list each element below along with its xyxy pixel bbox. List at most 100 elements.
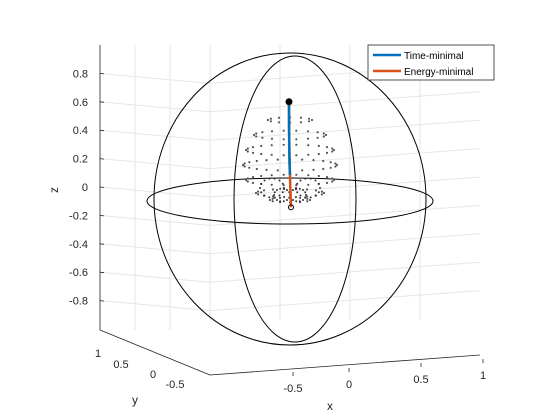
loop-dot <box>295 200 298 203</box>
trajectory-dot <box>270 174 273 177</box>
trajectory-dot <box>325 146 329 149</box>
trajectory-dot <box>299 116 303 119</box>
y-tick-label: 0.5 <box>113 359 128 371</box>
trajectory-dot <box>308 117 311 120</box>
y-tick-labels: 1 0.5 0 -0.5 <box>95 348 185 391</box>
trajectory-dot <box>244 178 248 182</box>
z-tick-mark <box>99 271 105 274</box>
trajectory-dot <box>269 117 272 120</box>
trajectory-dot <box>307 153 310 156</box>
trajectory-dot <box>271 200 274 203</box>
trajectory-dot <box>270 137 274 140</box>
z-tick-mark <box>99 215 105 217</box>
grid-line-z-left <box>99 129 211 141</box>
x-tick-label: 1 <box>480 370 486 382</box>
trajectory-dot <box>268 198 272 202</box>
grid-line-z-back <box>209 204 481 226</box>
z-tick-mark <box>99 129 105 132</box>
trajectory-dot <box>265 159 268 162</box>
z-tick-label: -0.8 <box>69 296 88 308</box>
trajectory-dot <box>295 138 298 141</box>
loop-dot <box>273 177 276 180</box>
trajectory-dot <box>266 118 270 122</box>
trajectory-dot <box>270 153 273 156</box>
z-tick-mark <box>99 101 105 103</box>
trajectory-dot <box>316 136 319 139</box>
loop-dot <box>276 199 278 201</box>
y-axis-line <box>99 329 211 376</box>
legend-label-energy: Energy-minimal <box>404 67 473 78</box>
grid-line-z-left <box>99 271 211 283</box>
loop-dot <box>281 191 284 194</box>
trajectory-dot <box>282 129 285 132</box>
loop-dot <box>260 182 263 185</box>
trajectory-dot <box>276 158 279 161</box>
trajectory-dot <box>295 173 298 176</box>
grid-line-z-back <box>209 261 481 283</box>
loop-dot <box>317 191 320 194</box>
time-minimal-path <box>287 101 292 176</box>
loop-dot <box>314 179 317 182</box>
trajectory-dot <box>255 132 258 135</box>
trajectory-dot <box>251 181 255 184</box>
trajectory-dot <box>257 193 260 196</box>
trajectory-dot <box>246 177 249 180</box>
trajectory-dot <box>282 154 285 157</box>
trajectory-dot <box>255 167 258 171</box>
trajectory-dot <box>298 196 302 199</box>
loop-dot <box>263 179 266 182</box>
end-point <box>288 204 294 211</box>
loop-dot <box>296 191 299 194</box>
trajectory-dot <box>329 161 332 164</box>
trajectory-dot <box>331 150 334 153</box>
trajectory-dot <box>261 136 264 139</box>
loop-dot <box>309 177 312 180</box>
x-tick-label: -0.5 <box>284 383 303 395</box>
trajectory-dot <box>243 162 246 165</box>
loop-dot <box>296 182 299 185</box>
grid-line-z-back <box>209 176 481 198</box>
trajectory-dot <box>331 177 334 180</box>
z-tick-mark <box>99 73 105 75</box>
loop-dot <box>304 196 307 199</box>
trajectory-dot <box>295 129 298 132</box>
trajectory-dot <box>332 178 336 182</box>
loop-dot <box>260 191 263 194</box>
trajectory-dot <box>271 188 275 191</box>
trajectory-dot <box>307 144 310 147</box>
x-axis-label: x <box>327 399 333 413</box>
trajectory-dot <box>251 151 255 154</box>
legend: Time-minimal Energy-minimal <box>367 44 495 81</box>
loop-dot <box>286 189 288 191</box>
x-tick-labels: -0.5 0 0.5 1 <box>284 370 487 395</box>
grid-line-z-back <box>209 233 481 255</box>
loop-dot <box>305 194 307 196</box>
trajectory-dot <box>310 118 314 122</box>
trajectory-dot <box>276 169 279 172</box>
z-axis-label: z <box>47 187 61 193</box>
trajectory-curves <box>285 98 294 211</box>
grid-line-z-left <box>99 186 211 198</box>
trajectory-dot <box>331 180 334 183</box>
loop-dot <box>302 189 304 191</box>
loop-dot <box>263 194 266 197</box>
legend-label-time: Time-minimal <box>404 51 464 62</box>
trajectory-dot <box>254 191 258 195</box>
z-tick-label: 0 <box>82 182 88 194</box>
trajectory-dot <box>282 138 285 141</box>
trajectory-dot <box>255 159 258 163</box>
y-tick-label: 1 <box>95 348 101 360</box>
axes <box>99 45 484 376</box>
trajectory-dot <box>324 133 328 137</box>
grid-line-z-back <box>209 148 481 170</box>
trajectory-dot <box>305 188 309 191</box>
trajectory-dot <box>255 135 258 138</box>
sphere-silhouette <box>153 52 427 346</box>
loop-dot <box>302 199 304 201</box>
grid-line-z-left <box>99 300 211 312</box>
trajectory-dot <box>335 163 339 167</box>
loop-dot <box>317 182 320 185</box>
trajectory-dot <box>325 181 329 184</box>
loop-dot <box>282 200 285 203</box>
trajectory-dot <box>317 152 320 156</box>
